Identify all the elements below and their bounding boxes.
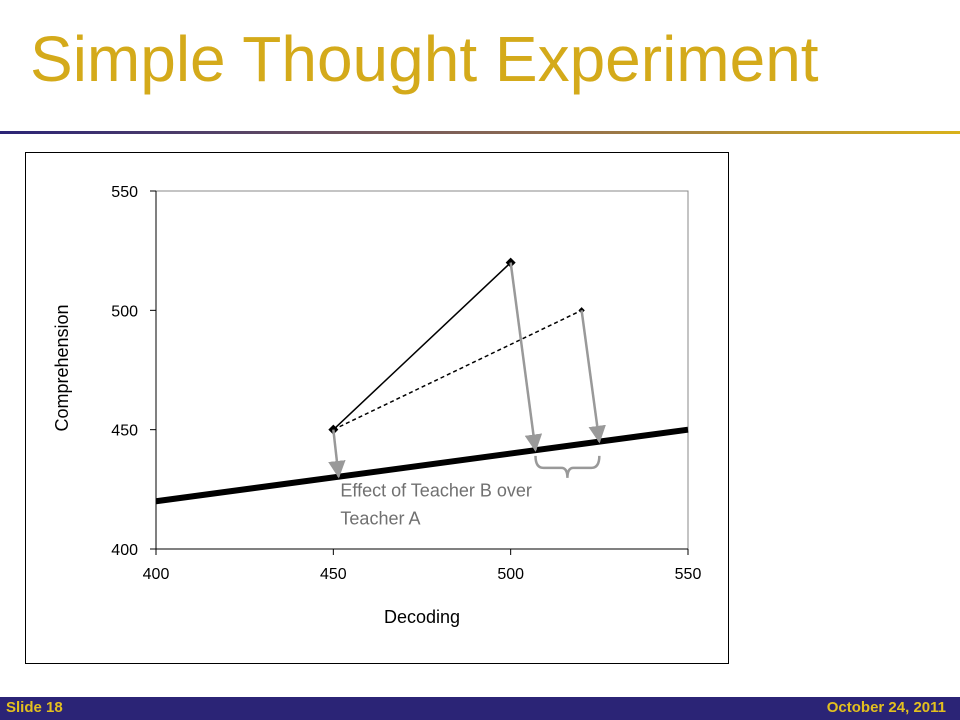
y-tick-label: 400 xyxy=(111,542,138,559)
slide-title: Simple Thought Experiment xyxy=(30,23,819,95)
scatter-line-chart: 400 450 500 550 400 450 500 550 Decoding Compreh… xyxy=(52,184,702,627)
slide-number: Slide 18 xyxy=(6,699,63,716)
x-tick-label: 500 xyxy=(497,566,524,583)
chart-frame: 400 450 500 550 400 450 500 550 Decoding Compreh… xyxy=(25,152,729,664)
effect-arrow-1 xyxy=(509,262,543,452)
series-line-0 xyxy=(332,262,512,431)
y-tick-label: 500 xyxy=(111,303,138,320)
x-tick-label: 400 xyxy=(143,566,170,583)
annotation-line-1: Teacher A xyxy=(340,508,420,528)
y-axis-title: Comprehension xyxy=(52,304,72,431)
x-axis-title: Decoding xyxy=(384,607,460,627)
y-tick-label: 550 xyxy=(111,184,138,201)
y-tick-label: 450 xyxy=(111,423,138,440)
footer-bar: Slide 18 October 24, 2011 xyxy=(0,697,960,720)
annotation-line-0: Effect of Teacher B over xyxy=(340,480,531,500)
title-rule xyxy=(0,131,960,134)
x-tick-label: 450 xyxy=(320,566,347,583)
effect-brace xyxy=(534,455,601,478)
x-tick-label: 550 xyxy=(675,566,702,583)
data-point-1-1 xyxy=(578,307,585,314)
slide-date: October 24, 2011 xyxy=(826,699,946,716)
series-line-1 xyxy=(333,309,582,431)
effect-arrow-0 xyxy=(328,429,346,479)
effect-arrow-2 xyxy=(580,310,606,444)
